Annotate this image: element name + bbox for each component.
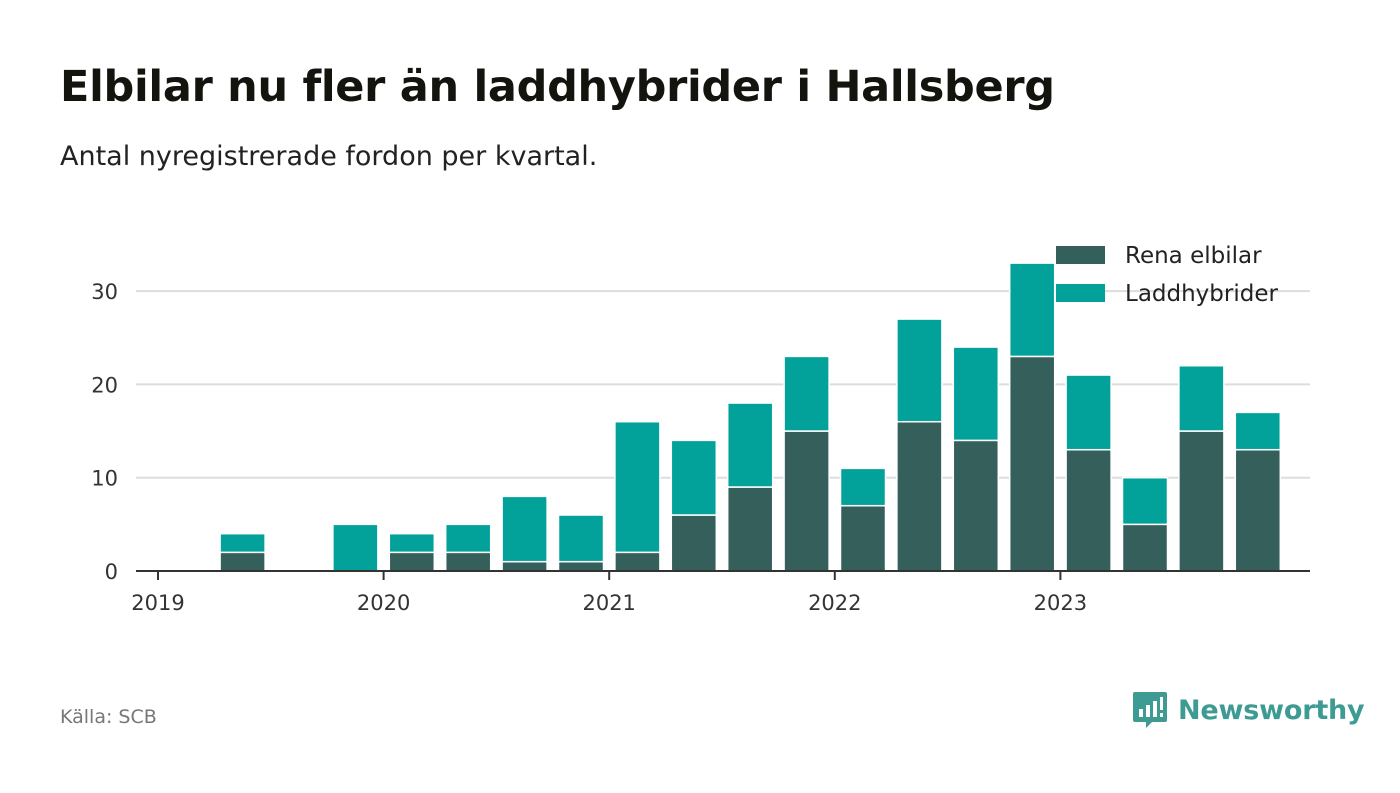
x-axis: 2019 2020 2021 2022 2023: [131, 570, 1310, 615]
brand-name: Newsworthy: [1178, 694, 1365, 726]
bar-elbilar-9: [670, 514, 718, 572]
brand-logo: Newsworthy: [1132, 690, 1365, 730]
bar-laddhybrider-15: [1008, 262, 1056, 358]
bar-elbilar-14: [952, 439, 1000, 572]
bar-elbilar-16: [1065, 448, 1112, 572]
bar-laddhybrider-14: [952, 346, 1000, 442]
bar-laddhybrider-7: [557, 514, 605, 563]
bar-laddhybrider-8: [614, 420, 661, 554]
legend-swatch-0: [1056, 246, 1105, 264]
bar-elbilar-12: [839, 504, 887, 572]
y-tick-label: 0: [105, 560, 118, 584]
y-axis-labels: 0 10 20 30: [91, 280, 118, 584]
y-tick-label: 20: [91, 373, 118, 397]
y-tick-label: 10: [91, 467, 118, 491]
x-tick-label: 2020: [357, 591, 410, 615]
bar-elbilar-19: [1234, 448, 1282, 572]
bar-elbilar-15: [1008, 355, 1056, 572]
bar-laddhybrider-19: [1234, 411, 1282, 451]
bar-elbilar-17: [1121, 523, 1169, 572]
y-tick-label: 30: [91, 280, 118, 304]
chart-title: Elbilar nu fler än laddhybrider i Hallsb…: [60, 62, 1055, 112]
legend: Rena elbilar Laddhybrider: [1056, 243, 1278, 307]
newsworthy-logo-icon: [1133, 692, 1167, 728]
legend-label: Laddhybrider: [1125, 281, 1278, 307]
bar-laddhybrider-9: [670, 439, 718, 516]
bar-laddhybrider-10: [726, 402, 774, 488]
legend-label: Rena elbilar: [1125, 243, 1262, 269]
bar-elbilar-7: [557, 560, 605, 572]
bar-laddhybrider-5: [444, 523, 492, 554]
bar-laddhybrider-12: [839, 467, 887, 507]
bar-laddhybrider-13: [896, 318, 943, 423]
bar-elbilar-18: [1178, 430, 1225, 572]
x-tick-label: 2022: [808, 591, 861, 615]
bar-laddhybrider-6: [501, 495, 548, 563]
bar-elbilar-8: [614, 551, 661, 572]
bar-laddhybrider-1: [219, 532, 266, 554]
bar-elbilar-10: [726, 486, 774, 572]
bar-elbilar-6: [501, 560, 548, 572]
bar-laddhybrider-16: [1065, 374, 1112, 451]
bar-laddhybrider-3: [332, 523, 379, 572]
bar-laddhybrider-11: [783, 355, 830, 432]
bars: [219, 262, 1282, 572]
bar-elbilar-4: [388, 551, 436, 572]
bar-laddhybrider-17: [1121, 476, 1169, 526]
bar-elbilar-5: [444, 551, 492, 572]
gridlines: [136, 290, 1310, 479]
bar-elbilar-11: [783, 430, 830, 572]
bar-laddhybrider-18: [1178, 364, 1225, 432]
bar-laddhybrider-4: [388, 532, 436, 554]
source-note: Källa: SCB: [60, 706, 157, 728]
bar-elbilar-13: [896, 420, 943, 572]
legend-swatch-1: [1056, 284, 1105, 302]
x-tick-label: 2023: [1034, 591, 1087, 615]
x-tick-label: 2021: [582, 591, 635, 615]
bar-elbilar-1: [219, 551, 266, 572]
x-tick-label: 2019: [131, 591, 184, 615]
chart-subtitle: Antal nyregistrerade fordon per kvartal.: [60, 141, 598, 172]
